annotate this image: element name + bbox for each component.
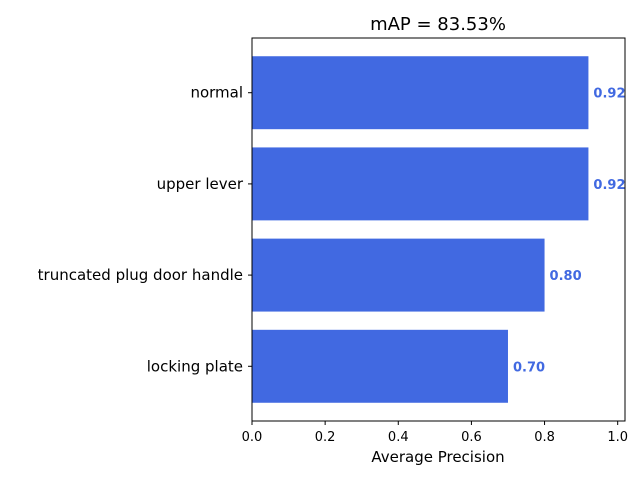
x-tick-label: 1.0: [607, 430, 628, 445]
category-label: normal: [190, 84, 243, 102]
x-axis-ticks: 0.0 0.2 0.4 0.6 0.8 1.0: [242, 421, 628, 445]
x-tick-label: 0.8: [534, 430, 555, 445]
value-labels: 0.92 0.92 0.80 0.70: [513, 87, 626, 376]
category-label: truncated plug door handle: [38, 266, 243, 284]
category-label: upper lever: [157, 175, 244, 193]
category-label: locking plate: [147, 357, 243, 375]
x-tick-label: 0.2: [315, 430, 336, 445]
bar-3: [252, 329, 508, 403]
x-tick-label: 0.4: [388, 430, 409, 445]
bar-1: [252, 147, 589, 221]
bars-layer: [252, 56, 589, 403]
bar-2: [252, 238, 545, 312]
category-labels: normal upper lever truncated plug door han…: [38, 84, 252, 375]
chart-title: mAP = 83.53%: [370, 14, 506, 35]
x-tick-label: 0.0: [242, 430, 263, 445]
value-label: 0.70: [513, 360, 545, 375]
x-axis-label: Average Precision: [371, 448, 504, 466]
bar-0: [252, 56, 589, 130]
value-label: 0.92: [593, 178, 625, 193]
x-tick-label: 0.6: [461, 430, 482, 445]
value-label: 0.80: [550, 269, 582, 284]
plot-frame: [251, 37, 626, 422]
value-label: 0.92: [593, 87, 625, 102]
